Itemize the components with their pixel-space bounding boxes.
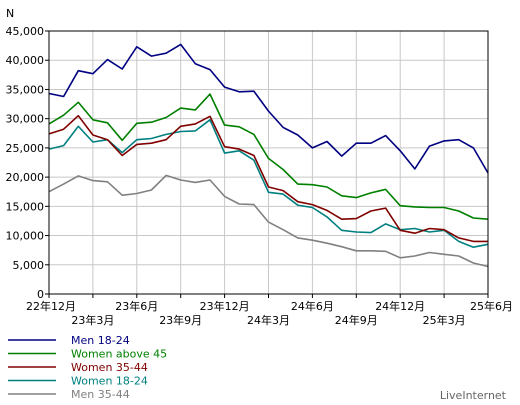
legend-label: Men 35-44 <box>71 388 130 401</box>
legend-label: Women 18-24 <box>71 375 148 388</box>
brand-label: LiveInternet <box>440 389 507 402</box>
legend-label: Women above 45 <box>71 348 167 361</box>
x-tick-label: 23年9月 <box>159 313 202 327</box>
y-tick-label: 30,000 <box>6 113 45 126</box>
x-tick-label: 24年12月 <box>375 299 425 313</box>
x-tick-label: 25年3月 <box>423 313 466 327</box>
x-tick-label: 23年3月 <box>71 313 114 327</box>
plot-frame <box>48 30 489 295</box>
y-axis-label: N <box>6 7 14 20</box>
series-line <box>48 114 488 243</box>
y-tick-label: 10,000 <box>6 230 45 243</box>
y-axis-ticks: 0 5,000 10,000 15,000 20,000 25,000 30,000 35,0… <box>6 25 49 301</box>
y-tick-label: 5,000 <box>13 259 45 272</box>
legend-label: Men 18-24 <box>71 334 130 347</box>
x-tick-label: 23年12月 <box>200 299 250 313</box>
y-tick-label: 15,000 <box>6 200 45 213</box>
x-tick-label: 24年3月 <box>247 313 290 327</box>
x-tick-label: 24年6月 <box>291 299 334 313</box>
series-line <box>48 93 489 220</box>
x-axis-ticks: 22年12月23年3月23年6月23年9月23年12月24年3月24年6月24年… <box>26 294 513 327</box>
y-tick-label: 25,000 <box>6 142 45 155</box>
series-line <box>48 43 489 174</box>
y-tick-label: 20,000 <box>6 171 45 184</box>
x-tick-label: 22年12月 <box>26 299 76 313</box>
series-line <box>48 174 489 268</box>
y-tick-label: 0 <box>37 288 44 301</box>
series-line <box>48 119 489 248</box>
series-lines <box>48 43 489 268</box>
x-tick-label: 25年6月 <box>470 299 513 313</box>
y-tick-label: 45,000 <box>6 25 45 38</box>
legend-label: Women 35-44 <box>71 361 148 374</box>
x-tick-label: 23年6月 <box>115 299 158 313</box>
y-tick-label: 40,000 <box>6 54 45 67</box>
x-tick-label: 24年9月 <box>335 313 378 327</box>
y-tick-label: 35,000 <box>6 83 45 96</box>
